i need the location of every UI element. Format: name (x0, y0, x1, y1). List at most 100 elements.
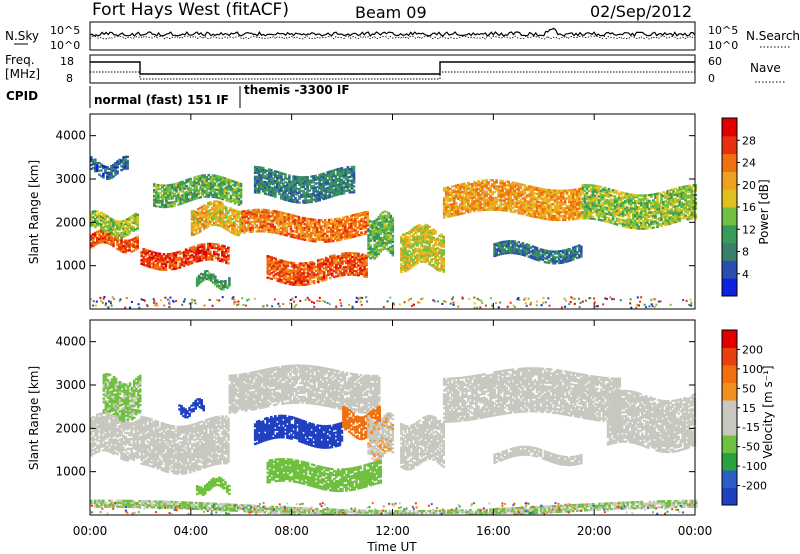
range-gate-cell (361, 265, 364, 268)
range-gate-cell (104, 237, 107, 240)
range-gate-cell (257, 228, 260, 231)
range-gate-cell (354, 217, 357, 220)
range-gate-cell (289, 231, 293, 234)
range-gate-cell (163, 192, 166, 195)
range-gate-cell (235, 231, 238, 234)
range-gate-cell (330, 189, 334, 192)
range-gate-cell (226, 286, 229, 289)
range-gate-cell (280, 179, 283, 183)
range-gate-cell (177, 183, 180, 187)
range-gate-cell (316, 265, 320, 268)
range-gate-cell (227, 221, 230, 224)
range-gate-cell (329, 277, 332, 280)
range-gate-cell (344, 223, 347, 227)
range-gate-cell (155, 199, 158, 202)
range-gate-cell (209, 187, 213, 190)
range-gate-cell (353, 252, 356, 255)
range-gate-cell (298, 262, 302, 265)
range-gate-cell (136, 221, 139, 224)
range-gate-cell (251, 212, 254, 216)
range-gate-cell (217, 255, 220, 258)
nave-trace (90, 71, 695, 80)
range-gate-cell (118, 228, 121, 231)
range-gate-cell (102, 174, 105, 177)
range-gate-cell (96, 167, 99, 171)
range-gate-cell (295, 221, 299, 224)
range-gate-cell (223, 179, 227, 182)
range-gate-cell (257, 230, 260, 233)
range-gate-cell (305, 231, 309, 234)
range-gate-cell (249, 228, 252, 231)
range-gate-cell (391, 225, 395, 228)
range-gate-cell (185, 198, 188, 201)
range-gate-cell (318, 175, 321, 178)
range-gate-cell (306, 187, 309, 190)
range-gate-cell (338, 219, 341, 222)
range-gate-cell (311, 232, 315, 235)
range-gate-cell (100, 175, 103, 178)
range-gate-cell (340, 169, 344, 172)
range-gate-cell (235, 189, 239, 192)
range-gate-cell (203, 183, 206, 187)
range-gate-cell (342, 190, 346, 193)
range-gate-cell (282, 277, 286, 280)
range-gate-cell (332, 182, 336, 186)
range-gate-cell (257, 189, 261, 192)
range-gate-cell (270, 266, 274, 269)
range-gate-cell (306, 189, 309, 192)
range-gate-cell (112, 224, 115, 228)
range-gate-cell (136, 243, 139, 246)
range-gate-cell (364, 232, 367, 235)
range-gate-cell (270, 271, 274, 275)
range-gate-cell (199, 180, 202, 183)
range-gate-cell (173, 194, 176, 198)
range-gate-cell (194, 252, 198, 256)
range-gate-cell (267, 215, 271, 218)
range-gate-cell (317, 236, 321, 239)
range-gate-cell (195, 276, 199, 279)
range-gate-cell (339, 266, 342, 269)
range-gate-cell (317, 219, 321, 222)
range-gate-cell (197, 274, 201, 277)
range-gate-cell (174, 265, 178, 268)
range-gate-cell (215, 178, 219, 182)
range-gate-cell (305, 225, 309, 228)
range-gate-cell (231, 197, 235, 200)
range-gate-cell (128, 243, 131, 246)
range-gate-cell (237, 220, 240, 223)
range-gate-cell (209, 254, 212, 257)
range-gate-cell (221, 208, 224, 211)
range-gate-cell (341, 256, 344, 259)
range-gate-cell (318, 193, 321, 196)
range-gate-cell (229, 207, 232, 210)
range-gate-cell (301, 222, 305, 225)
range-gate-cell (128, 218, 131, 221)
cpid-label: CPID (6, 89, 38, 103)
range-gate-cell (201, 190, 204, 193)
range-gate-cell (364, 215, 367, 218)
range-gate-cell (150, 266, 154, 269)
range-gate-cell (227, 227, 230, 230)
range-gate-cell (360, 217, 363, 221)
range-gate-cell (306, 181, 309, 185)
range-gate-cell (212, 275, 215, 278)
range-gate-cell (266, 259, 270, 262)
range-gate-cell (310, 196, 313, 200)
range-gate-cell (308, 193, 311, 196)
range-gate-cell (229, 187, 233, 190)
range-gate-cell (228, 277, 231, 280)
range-gate-cell (350, 179, 354, 182)
range-gate-cell (332, 192, 336, 195)
range-gate-cell (323, 226, 327, 230)
range-gate-cell (211, 187, 215, 191)
range-gate-cell (202, 252, 206, 256)
range-gate-cell (144, 260, 147, 263)
range-gate-cell (178, 264, 182, 267)
range-gate-cell (352, 219, 355, 223)
range-gate-cell (233, 213, 236, 216)
range-gate-cell (285, 222, 289, 225)
range-gate-cell (160, 264, 164, 267)
range-gate-cell (282, 194, 285, 197)
range-gate-cell (225, 216, 228, 219)
range-gate-cell (251, 211, 254, 214)
